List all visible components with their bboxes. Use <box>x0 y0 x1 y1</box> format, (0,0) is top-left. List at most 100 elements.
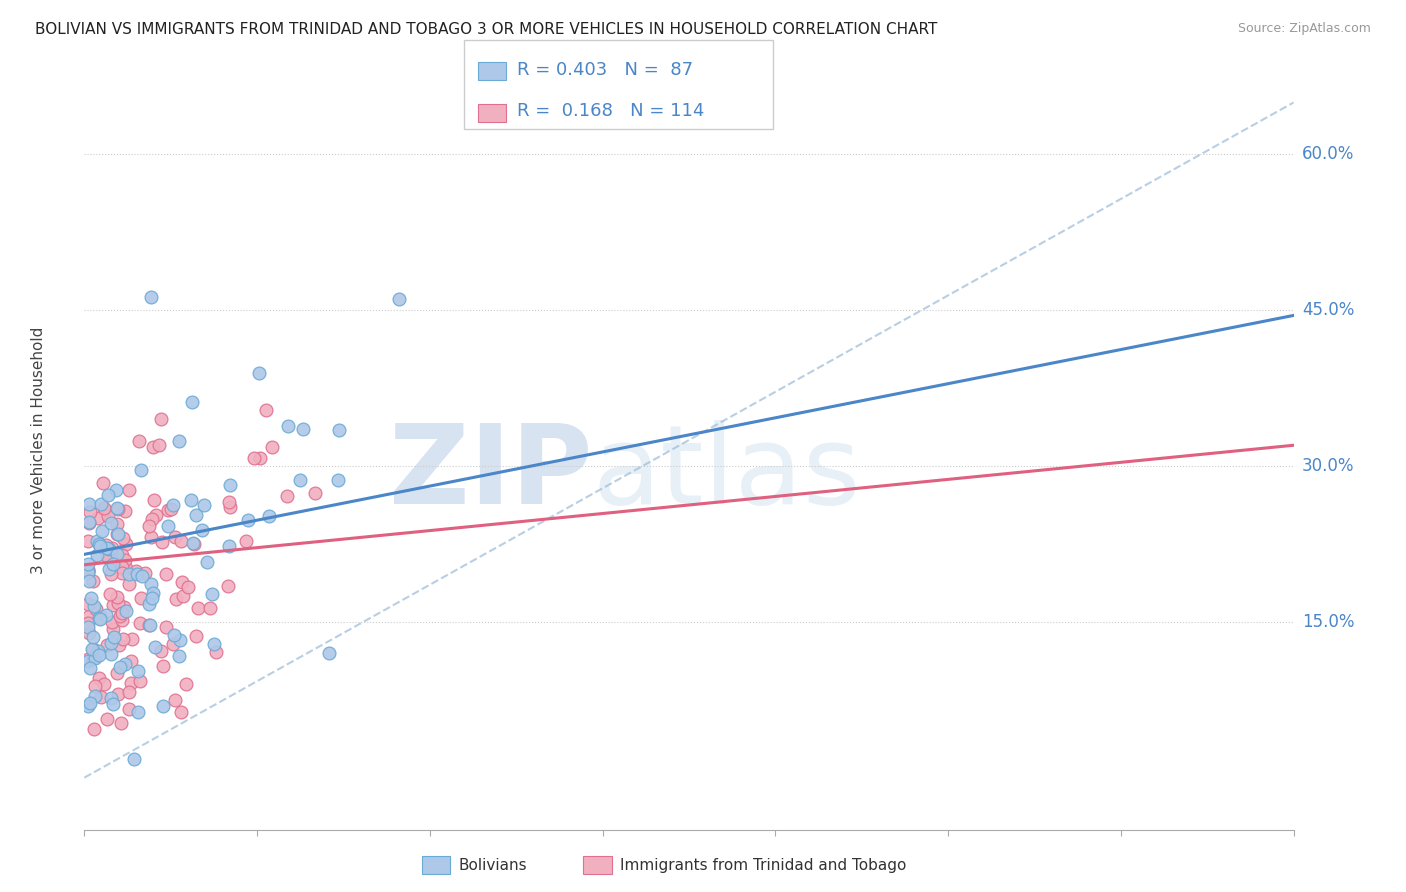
Point <box>112 600 135 615</box>
Point <box>94 538 117 552</box>
Point <box>84 679 107 693</box>
Point <box>121 654 143 668</box>
Point <box>184 508 207 522</box>
Point <box>138 617 160 632</box>
Point <box>84 689 107 703</box>
Point <box>79 696 101 710</box>
Point <box>101 697 124 711</box>
Point <box>101 558 124 572</box>
Point <box>167 434 190 448</box>
Point <box>97 508 120 523</box>
Point <box>111 607 134 621</box>
Point <box>114 504 136 518</box>
Point <box>107 596 129 610</box>
Point <box>118 483 141 498</box>
Point <box>115 604 138 618</box>
Point <box>131 569 153 583</box>
Point <box>77 516 100 531</box>
Point <box>100 566 122 581</box>
Point <box>77 652 100 666</box>
Point <box>96 549 118 563</box>
Point <box>304 486 326 500</box>
Point <box>103 598 125 612</box>
Point <box>128 615 150 630</box>
Point <box>157 503 180 517</box>
Point <box>159 501 181 516</box>
Point <box>217 579 239 593</box>
Point <box>288 474 311 488</box>
Point <box>180 492 202 507</box>
Point <box>101 622 124 636</box>
Point <box>108 638 131 652</box>
Point <box>89 609 111 624</box>
Point <box>318 647 340 661</box>
Point <box>118 577 141 591</box>
Point <box>218 495 240 509</box>
Point <box>127 664 149 678</box>
Point <box>100 550 122 565</box>
Point <box>118 685 141 699</box>
Point <box>118 702 141 716</box>
Point <box>97 488 120 502</box>
Point <box>101 541 124 555</box>
Point <box>145 508 167 523</box>
Point <box>111 548 134 562</box>
Point <box>77 699 100 714</box>
Point <box>254 403 277 417</box>
Point <box>77 563 100 577</box>
Point <box>242 450 264 465</box>
Point <box>89 539 111 553</box>
Point <box>128 673 150 688</box>
Text: 45.0%: 45.0% <box>1302 301 1354 319</box>
Point <box>169 534 191 549</box>
Point <box>139 618 162 632</box>
Point <box>114 657 136 671</box>
Point <box>96 541 118 556</box>
Point <box>103 631 125 645</box>
Point <box>195 555 218 569</box>
Point <box>163 530 186 544</box>
Point <box>128 434 150 448</box>
Point <box>105 666 128 681</box>
Point <box>94 502 117 516</box>
Point <box>170 706 193 720</box>
Point <box>205 645 228 659</box>
Point <box>87 511 110 525</box>
Point <box>107 527 129 541</box>
Point <box>77 597 100 611</box>
Point <box>141 530 163 544</box>
Point <box>277 419 299 434</box>
Point <box>165 692 187 706</box>
Point <box>174 677 197 691</box>
Point <box>122 752 145 766</box>
Point <box>139 577 162 591</box>
Point <box>108 660 131 674</box>
Point <box>193 498 215 512</box>
Point <box>77 515 100 529</box>
Point <box>100 691 122 706</box>
Point <box>107 687 129 701</box>
Point <box>105 590 128 604</box>
Point <box>98 587 121 601</box>
Point <box>82 651 104 665</box>
Point <box>142 586 165 600</box>
Text: 60.0%: 60.0% <box>1302 145 1354 163</box>
Point <box>87 644 110 658</box>
Point <box>77 574 100 589</box>
Text: 30.0%: 30.0% <box>1302 457 1354 475</box>
Point <box>114 552 136 566</box>
Point <box>115 561 138 575</box>
Point <box>84 651 107 665</box>
Point <box>125 567 148 582</box>
Point <box>77 563 100 577</box>
Point <box>125 564 148 578</box>
Point <box>247 366 270 380</box>
Point <box>89 612 111 626</box>
Point <box>138 519 160 533</box>
Text: Bolivians: Bolivians <box>458 858 527 872</box>
Point <box>169 633 191 648</box>
Point <box>77 609 100 624</box>
Point <box>93 501 115 516</box>
Text: BOLIVIAN VS IMMIGRANTS FROM TRINIDAD AND TOBAGO 3 OR MORE VEHICLES IN HOUSEHOLD : BOLIVIAN VS IMMIGRANTS FROM TRINIDAD AND… <box>35 22 938 37</box>
Point <box>134 566 156 580</box>
